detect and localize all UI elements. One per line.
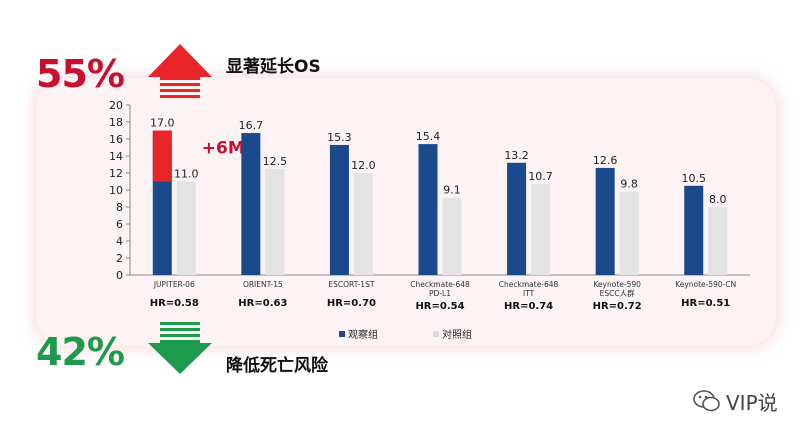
value-label-control: 8.0 [709,193,727,206]
hr-label: HR=0.58 [150,298,199,309]
hr-label: HR=0.70 [327,298,376,309]
category-label: Keynote-590-CN [675,280,736,289]
value-label-observation: 16.7 [239,119,264,132]
hr-label: HR=0.72 [593,301,642,312]
bar-control [265,168,285,275]
bar-control [442,197,462,275]
bar-observation [684,185,704,275]
bar-observation [329,144,349,275]
value-label-control: 11.0 [174,168,199,181]
category-label: ITT [523,289,535,298]
down-arrow-icon [148,322,212,374]
legend-swatch-control [433,331,439,337]
y-tick-label: 2 [116,252,123,265]
risk-headline: 降低死亡风险 [226,356,328,376]
category-label: Checkmate-648 [410,280,470,289]
legend-label-observation: 观察组 [348,328,378,341]
value-label-observation: 12.6 [593,154,618,167]
value-label-observation: 15.3 [327,131,352,144]
legend-swatch-observation [339,331,345,337]
wechat-icon [693,390,720,412]
category-label: PD-L1 [429,289,451,298]
os-headline: 显著延长OS [226,57,321,77]
category-label: ESCC人群 [600,288,635,298]
hr-label: HR=0.63 [238,298,287,309]
y-tick-label: 12 [109,167,123,180]
value-label-control: 10.7 [528,170,553,183]
y-tick-label: 0 [116,269,123,282]
value-label-observation: 17.0 [150,117,175,130]
hr-label: HR=0.74 [504,301,553,312]
value-label-control: 12.5 [263,155,288,168]
y-tick-label: 8 [116,201,123,214]
bar-gain-highlight [152,130,172,182]
legend-label-control: 对照组 [442,328,472,341]
hr-label: HR=0.54 [415,301,464,312]
hr-label: HR=0.51 [681,298,730,309]
value-label-control: 9.1 [443,184,461,197]
bar-control [176,181,196,275]
bar-control [708,207,728,275]
y-tick-label: 18 [109,116,123,129]
os-increase-percent: 55% [36,52,125,96]
bar-observation [418,144,438,275]
up-arrow-icon [148,44,212,98]
bar-observation [507,162,527,275]
value-label-observation: 13.2 [504,149,529,162]
category-label: JUPITER-06 [153,280,195,289]
y-tick-label: 20 [109,99,123,112]
watermark-text: VIP说 [726,391,778,415]
bar-observation [595,167,615,275]
value-label-control: 9.8 [620,178,638,191]
y-tick-label: 16 [109,133,123,146]
y-tick-label: 14 [109,150,123,163]
gain-label: +6M [202,138,245,158]
bar-observation [241,133,261,275]
bar-control [353,173,373,275]
y-tick-label: 4 [116,235,123,248]
value-label-observation: 10.5 [681,172,706,185]
category-label: ORIENT-15 [243,280,283,289]
value-label-control: 12.0 [351,159,376,172]
risk-reduction-percent: 42% [36,330,125,374]
category-label: ESCORT-1ST [328,280,374,289]
bar-control [531,184,551,275]
value-label-observation: 15.4 [416,130,441,143]
category-label: Checkmate-648 [499,280,559,289]
watermark: VIP说 [692,382,792,416]
category-label: Keynote-590 [593,280,641,289]
bar-control [619,191,639,275]
y-tick-label: 10 [109,184,123,197]
y-tick-label: 6 [116,218,123,231]
